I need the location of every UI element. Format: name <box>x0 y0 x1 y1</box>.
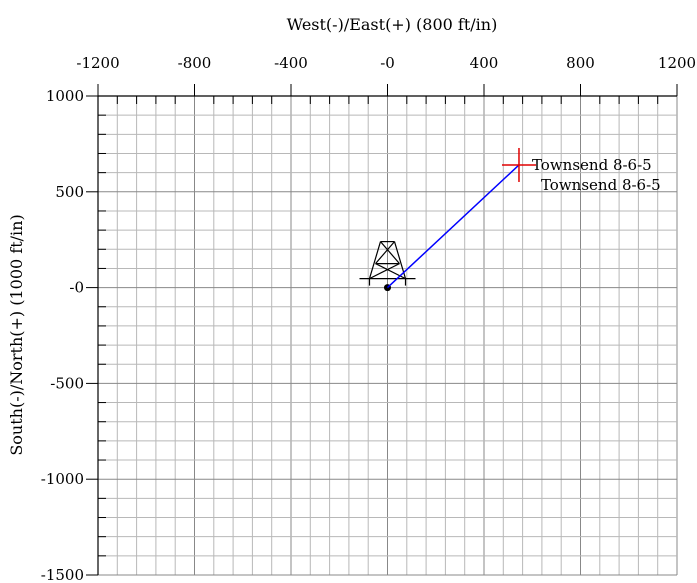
drilling-rig-icon <box>359 241 416 286</box>
y-axis-title: South(-)/North(+) (1000 ft/in) <box>7 214 26 455</box>
x-tick-label: 800 <box>566 54 595 72</box>
x-tick-label: -1200 <box>76 54 119 72</box>
y-tick-label: -1000 <box>41 470 84 488</box>
y-tick-label: 1000 <box>46 87 84 105</box>
target-label: Townsend 8-6-5 <box>532 156 652 174</box>
grid <box>97 95 678 576</box>
rig-strut <box>380 241 400 264</box>
y-tick-label: -500 <box>50 374 84 392</box>
tick-labels: -1200 -800 -400 -0 400 800 1200 1000 500 -0 -500 -1… <box>41 54 696 583</box>
rig-strut <box>368 241 382 279</box>
wellpath-line <box>386 164 520 289</box>
rig-strut <box>375 263 406 280</box>
x-tick-label: 1200 <box>658 54 696 72</box>
x-tick-label: -400 <box>274 54 308 72</box>
rig-strut <box>375 241 395 264</box>
y-tick-label: -0 <box>69 279 84 297</box>
plot-marks: Townsend 8-6-5 Townsend 8-6-5 <box>359 147 661 292</box>
axes <box>86 84 678 576</box>
x-tick-label: 400 <box>470 54 499 72</box>
x-tick-label: -0 <box>380 54 395 72</box>
x-tick-label: -800 <box>178 54 212 72</box>
rig-strut <box>369 263 400 280</box>
y-tick-label: 500 <box>55 183 84 201</box>
well-label: Townsend 8-6-5 <box>541 176 661 194</box>
y-tick-label: -1500 <box>41 566 84 583</box>
x-axis-title: West(-)/East(+) (800 ft/in) <box>287 15 498 34</box>
